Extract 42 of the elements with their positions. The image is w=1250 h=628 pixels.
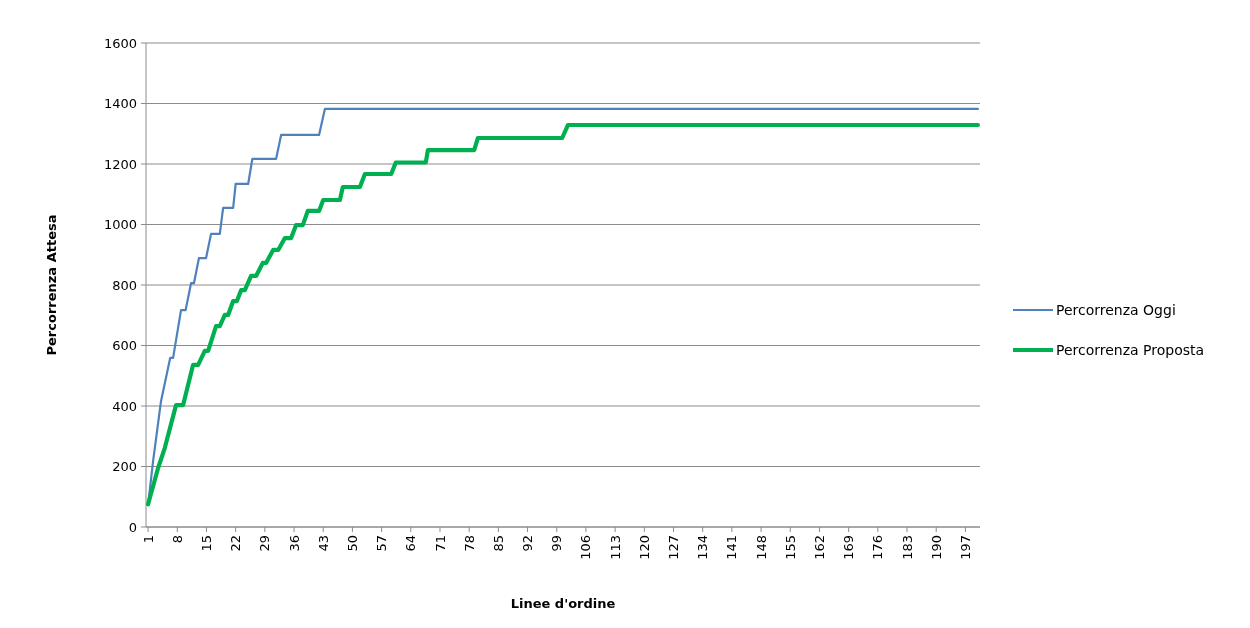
- x-tick-label: 43: [315, 535, 331, 552]
- x-tick-label: 64: [403, 535, 419, 552]
- y-tick-label: 1400: [103, 96, 137, 112]
- x-tick-label: 85: [490, 535, 506, 552]
- x-tick-label: 134: [695, 535, 711, 560]
- x-tick-label: 92: [520, 535, 536, 552]
- x-tick-label: 162: [812, 535, 828, 560]
- x-tick-label: 183: [899, 535, 915, 560]
- x-tick-label: 176: [870, 535, 886, 560]
- y-axis-title: Percorrenza Attesa: [44, 214, 59, 356]
- y-tick-label: 800: [112, 277, 137, 293]
- y-tick-label: 600: [112, 338, 137, 354]
- x-tick-label: 197: [957, 535, 973, 560]
- x-tick-label: 148: [753, 535, 769, 560]
- x-tick-label: 57: [374, 535, 390, 552]
- x-tick-label: 36: [286, 535, 302, 552]
- x-tick-label: 155: [782, 535, 798, 560]
- x-tick-label: 78: [461, 535, 477, 552]
- x-tick-label: 8: [169, 535, 185, 544]
- x-tick-label: 50: [344, 535, 360, 552]
- x-tick-label: 99: [549, 535, 565, 552]
- x-tick-label: 113: [607, 535, 623, 560]
- x-tick-label: 169: [841, 535, 857, 560]
- y-tick-label: 200: [112, 459, 137, 475]
- x-tick-label: 71: [432, 535, 448, 552]
- x-tick-label: 106: [578, 535, 594, 560]
- y-tick-label: 1600: [103, 35, 137, 51]
- x-tick-label: 120: [636, 535, 652, 560]
- y-tick-label: 0: [128, 519, 137, 535]
- y-tick-label: 400: [112, 398, 137, 414]
- x-tick-label: 15: [199, 535, 215, 552]
- y-tick-label: 1200: [103, 156, 137, 172]
- legend-label: Percorrenza Proposta: [1056, 341, 1205, 358]
- x-tick-label: 127: [666, 535, 682, 560]
- x-tick-label: 190: [928, 535, 944, 560]
- x-axis-title: Linee d'ordine: [510, 596, 616, 611]
- y-tick-label: 1000: [103, 217, 137, 233]
- x-tick-label: 1: [140, 535, 156, 544]
- legend-label: Percorrenza Oggi: [1056, 301, 1176, 318]
- x-tick-label: 141: [724, 535, 740, 560]
- x-tick-label: 22: [228, 535, 244, 552]
- x-tick-label: 29: [257, 535, 273, 552]
